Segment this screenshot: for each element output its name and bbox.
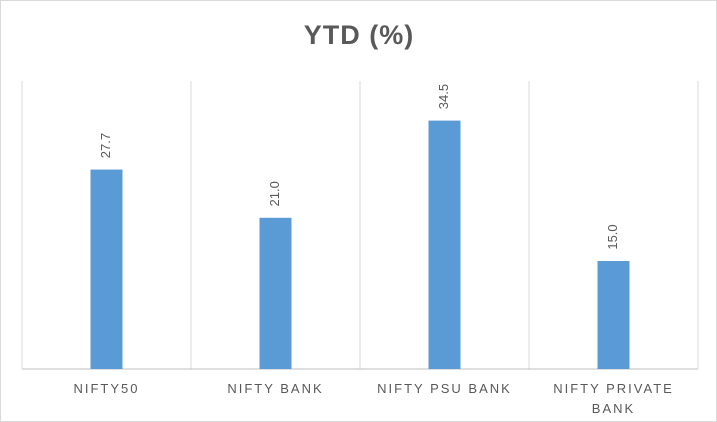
x-tick-label: NIFTY PRIVATE BANK [553, 381, 674, 416]
data-label: 27.7 [98, 133, 113, 158]
x-tick-label: NIFTY50 [73, 381, 140, 396]
data-label: 34.5 [436, 84, 451, 109]
bar [259, 217, 292, 369]
x-tick-label: NIFTY PSU BANK [377, 381, 512, 396]
data-label: 21.0 [267, 181, 282, 206]
data-label: 15.0 [605, 224, 620, 249]
chart-title: YTD (%) [304, 20, 415, 50]
bar [90, 169, 123, 369]
bar [597, 261, 630, 369]
x-tick-label: NIFTY BANK [227, 381, 324, 396]
bar [428, 120, 461, 369]
